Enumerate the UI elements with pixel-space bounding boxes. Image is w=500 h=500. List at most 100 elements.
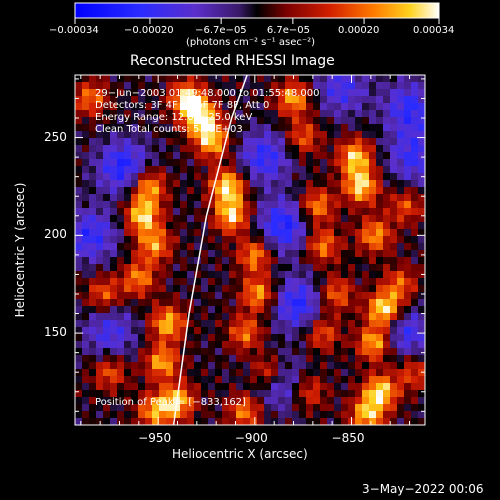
heatmap-cell: [348, 110, 356, 118]
heatmap-cell: [110, 264, 118, 272]
heatmap-cell: [418, 299, 425, 307]
heatmap-cell: [222, 229, 230, 237]
heatmap-cell: [362, 390, 370, 398]
heatmap-cell: [89, 257, 97, 265]
heatmap-cell: [75, 187, 83, 195]
heatmap-cell: [138, 243, 146, 251]
heatmap-cell: [110, 124, 118, 132]
heatmap-cell: [313, 110, 321, 118]
heatmap-cell: [355, 397, 363, 405]
heatmap-cell: [264, 152, 272, 160]
heatmap-cell: [103, 376, 111, 384]
heatmap-cell: [82, 124, 90, 132]
heatmap-cell: [327, 299, 335, 307]
heatmap-cell: [250, 194, 258, 202]
heatmap-cell: [418, 334, 425, 342]
heatmap-cell: [173, 173, 181, 181]
heatmap-cell: [138, 383, 146, 391]
heatmap-cell: [299, 166, 307, 174]
heatmap-cell: [152, 201, 160, 209]
colorbar-tick-label: −0.00020: [123, 25, 174, 36]
heatmap-cell: [376, 348, 384, 356]
heatmap-cell: [299, 257, 307, 265]
heatmap-cell: [180, 292, 188, 300]
heatmap-cell: [201, 271, 209, 279]
heatmap-cell: [75, 292, 83, 300]
heatmap-cell: [110, 166, 118, 174]
heatmap-cell: [341, 96, 349, 104]
heatmap-cell: [222, 110, 230, 118]
heatmap-cell: [208, 159, 216, 167]
heatmap-cell: [257, 404, 265, 412]
heatmap-cell: [166, 229, 174, 237]
heatmap-cell: [362, 383, 370, 391]
heatmap-cell: [285, 278, 293, 286]
heatmap-cell: [397, 145, 405, 153]
heatmap-cell: [299, 159, 307, 167]
heatmap-cell: [306, 173, 314, 181]
heatmap-cell: [201, 306, 209, 314]
heatmap-cell: [397, 376, 405, 384]
heatmap-cell: [117, 411, 125, 419]
heatmap-cell: [250, 327, 258, 335]
heatmap-cell: [187, 404, 195, 412]
heatmap-cell: [96, 215, 104, 223]
heatmap-cell: [222, 404, 230, 412]
heatmap-cell: [208, 166, 216, 174]
heatmap-cell: [194, 173, 202, 181]
heatmap-cell: [299, 89, 307, 97]
heatmap-cell: [96, 278, 104, 286]
heatmap-cell: [236, 411, 244, 419]
heatmap-cell: [75, 418, 83, 425]
heatmap-cell: [411, 236, 419, 244]
heatmap-cell: [306, 285, 314, 293]
heatmap-cell: [383, 271, 391, 279]
heatmap-cell: [229, 264, 237, 272]
heatmap-cell: [362, 313, 370, 321]
heatmap-cell: [180, 124, 188, 132]
heatmap-cell: [75, 145, 83, 153]
heatmap-cell: [173, 194, 181, 202]
heatmap-cell: [264, 299, 272, 307]
heatmap-cell: [229, 173, 237, 181]
heatmap-cell: [362, 89, 370, 97]
heatmap-cell: [320, 159, 328, 167]
heatmap-cell: [166, 96, 174, 104]
heatmap-cell: [383, 383, 391, 391]
heatmap-cell: [397, 187, 405, 195]
heatmap-cell: [390, 257, 398, 265]
heatmap-cell: [138, 82, 146, 90]
heatmap-cell: [173, 208, 181, 216]
heatmap-cell: [334, 376, 342, 384]
heatmap-cell: [96, 327, 104, 335]
heatmap-cell: [404, 257, 412, 265]
heatmap-cell: [250, 138, 258, 146]
heatmap-cell: [75, 229, 83, 237]
heatmap-cell: [313, 243, 321, 251]
heatmap-cell: [278, 89, 286, 97]
heatmap-cell: [355, 201, 363, 209]
heatmap-cell: [313, 75, 321, 83]
heatmap-cell: [264, 229, 272, 237]
heatmap-cell: [341, 397, 349, 405]
heatmap-cell: [285, 138, 293, 146]
heatmap-cell: [75, 96, 83, 104]
heatmap-cell: [124, 201, 132, 209]
heatmap-cell: [341, 313, 349, 321]
heatmap-cell: [299, 250, 307, 258]
heatmap-cell: [376, 313, 384, 321]
heatmap-cell: [404, 327, 412, 335]
heatmap-cell: [96, 404, 104, 412]
heatmap-cell: [320, 278, 328, 286]
heatmap-cell: [397, 194, 405, 202]
heatmap-cell: [257, 299, 265, 307]
heatmap-cell: [117, 187, 125, 195]
heatmap-cell: [194, 348, 202, 356]
heatmap-cell: [187, 271, 195, 279]
heatmap-cell: [369, 103, 377, 111]
heatmap-cell: [152, 173, 160, 181]
heatmap-cell: [138, 306, 146, 314]
heatmap-cell: [404, 131, 412, 139]
heatmap-cell: [383, 173, 391, 181]
heatmap-cell: [180, 278, 188, 286]
